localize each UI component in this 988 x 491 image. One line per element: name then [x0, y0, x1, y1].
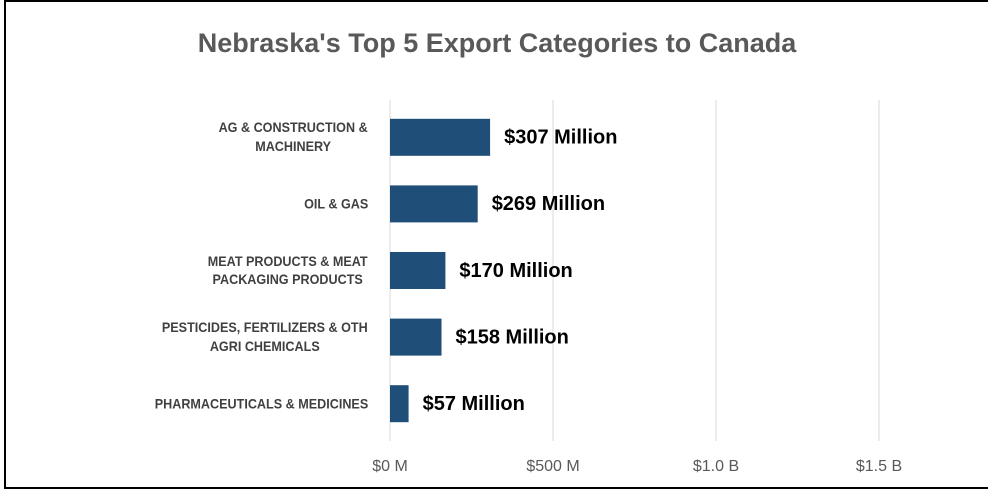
category-label: OIL & GAS [303, 195, 368, 212]
x-tick-label: $500 M [526, 458, 579, 475]
value-label: $269 Million [492, 193, 605, 215]
value-label: $57 Million [423, 393, 525, 415]
x-tick-label: $1.0 B [693, 458, 739, 475]
bar [390, 118, 491, 156]
bar [390, 318, 442, 356]
value-label: $307 Million [504, 127, 617, 149]
category-label: AG & CONSTRUCTION & MACHINERY [218, 119, 368, 155]
frame [4, 0, 988, 489]
chart-title: Nebraska's Top 5 Export Categories to Ca… [198, 28, 798, 58]
category-label: MEAT PRODUCTS & MEAT PACKAGING PRODUCTS [208, 252, 368, 288]
x-tick-label: $0 M [372, 458, 408, 475]
bar [390, 385, 409, 423]
value-label: $158 Million [456, 326, 569, 348]
category-label: PESTICIDES, FERTILIZERS & OTH AGRI CHEMI… [162, 319, 368, 355]
bar [390, 185, 478, 223]
bar [390, 252, 446, 289]
category-label: PHARMACEUTICALS & MEDICINES [154, 395, 368, 412]
x-tick-label: $1.5 B [856, 458, 902, 475]
value-label: $170 Million [459, 260, 572, 282]
